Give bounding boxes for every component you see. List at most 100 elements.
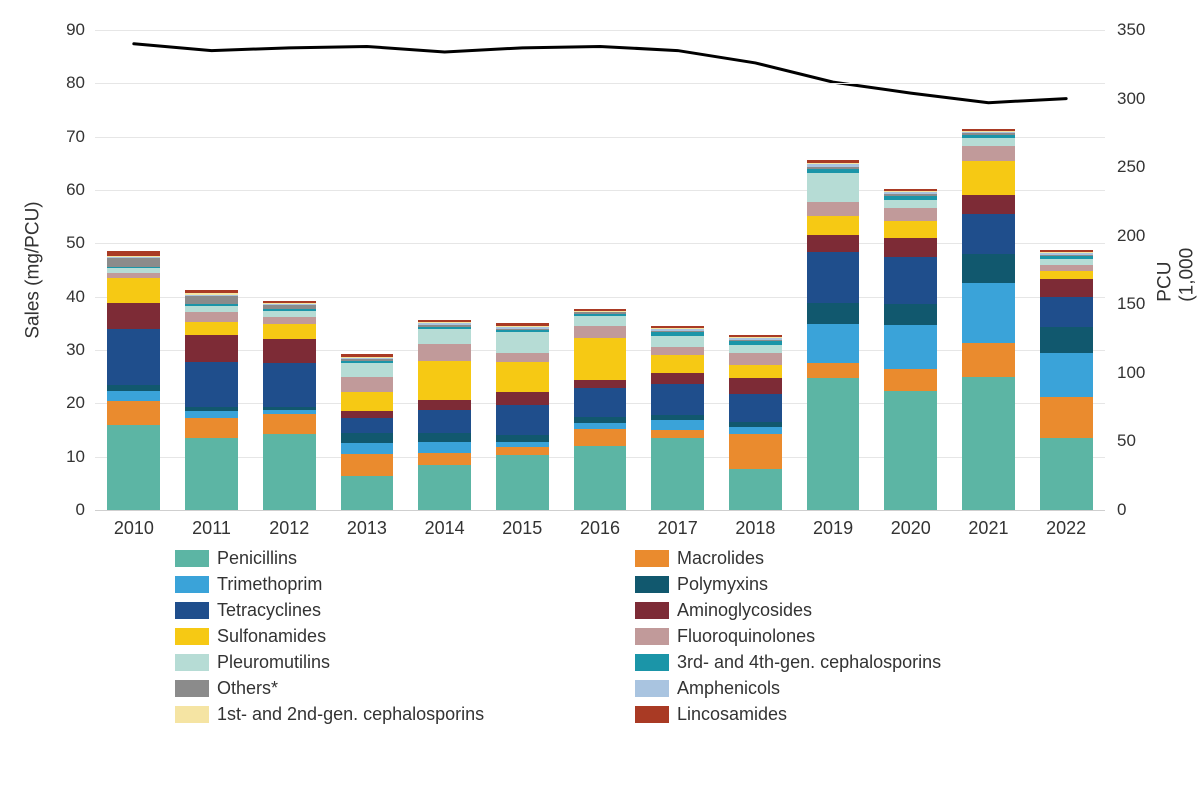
seg-lincosamides bbox=[962, 129, 1015, 131]
seg-tetracyclines bbox=[884, 257, 937, 304]
seg-sulfonamides bbox=[341, 392, 394, 411]
seg-macrolides bbox=[341, 454, 394, 476]
seg-fluoroquinolones bbox=[263, 317, 316, 324]
seg-aminoglycosides bbox=[107, 303, 160, 329]
legend-item-aminoglycosides: Aminoglycosides bbox=[635, 597, 1095, 623]
seg-others bbox=[496, 329, 549, 331]
legend-item-penicillins: Penicillins bbox=[175, 545, 635, 571]
y-left-axis-label: Sales (mg/PCU) bbox=[23, 201, 45, 338]
seg-cef34 bbox=[884, 196, 937, 200]
bar-2019 bbox=[807, 30, 860, 510]
legend-swatch bbox=[175, 576, 209, 593]
seg-penicillins bbox=[1040, 438, 1093, 510]
seg-pleuromutilins bbox=[884, 200, 937, 208]
seg-penicillins bbox=[807, 378, 860, 510]
seg-tetracyclines bbox=[418, 410, 471, 432]
seg-tetracyclines bbox=[341, 418, 394, 433]
x-category: 2021 bbox=[958, 518, 1018, 539]
seg-others bbox=[651, 331, 704, 333]
seg-penicillins bbox=[418, 465, 471, 510]
x-axis-line bbox=[95, 510, 1105, 511]
legend-swatch bbox=[175, 680, 209, 697]
legend-label: Penicillins bbox=[217, 548, 297, 569]
seg-penicillins bbox=[574, 446, 627, 510]
seg-aminoglycosides bbox=[185, 335, 238, 362]
seg-tetracyclines bbox=[1040, 297, 1093, 326]
seg-polymyxins bbox=[651, 415, 704, 420]
seg-pleuromutilins bbox=[263, 311, 316, 317]
seg-amphenicols bbox=[185, 295, 238, 297]
seg-macrolides bbox=[263, 414, 316, 434]
x-category: 2012 bbox=[259, 518, 319, 539]
seg-polymyxins bbox=[496, 435, 549, 441]
legend-label: Macrolides bbox=[677, 548, 764, 569]
seg-cef34 bbox=[107, 267, 160, 269]
legend-label: Fluoroquinolones bbox=[677, 626, 815, 647]
seg-macrolides bbox=[496, 447, 549, 455]
seg-polymyxins bbox=[729, 422, 782, 427]
seg-penicillins bbox=[729, 469, 782, 510]
seg-amphenicols bbox=[341, 358, 394, 359]
seg-macrolides bbox=[884, 369, 937, 391]
seg-cef12 bbox=[263, 303, 316, 304]
seg-trimethoprim bbox=[962, 283, 1015, 343]
seg-others bbox=[185, 296, 238, 303]
seg-cef12 bbox=[807, 163, 860, 164]
legend-item-tetracyclines: Tetracyclines bbox=[175, 597, 635, 623]
seg-polymyxins bbox=[574, 417, 627, 422]
bar-2010 bbox=[107, 30, 160, 510]
seg-polymyxins bbox=[341, 433, 394, 443]
seg-trimethoprim bbox=[263, 410, 316, 414]
seg-aminoglycosides bbox=[729, 378, 782, 394]
seg-macrolides bbox=[807, 363, 860, 377]
seg-cef34 bbox=[962, 135, 1015, 138]
seg-amphenicols bbox=[962, 131, 1015, 133]
seg-trimethoprim bbox=[574, 423, 627, 429]
seg-sulfonamides bbox=[651, 355, 704, 373]
seg-tetracyclines bbox=[807, 252, 860, 303]
y-left-tick: 90 bbox=[66, 20, 85, 40]
seg-aminoglycosides bbox=[496, 392, 549, 405]
seg-trimethoprim bbox=[496, 442, 549, 447]
seg-penicillins bbox=[185, 438, 238, 510]
seg-pleuromutilins bbox=[651, 336, 704, 347]
seg-aminoglycosides bbox=[418, 400, 471, 411]
seg-penicillins bbox=[496, 455, 549, 510]
seg-aminoglycosides bbox=[1040, 279, 1093, 298]
seg-aminoglycosides bbox=[807, 235, 860, 252]
seg-macrolides bbox=[651, 430, 704, 438]
y-right-tick: 150 bbox=[1117, 294, 1145, 314]
seg-fluoroquinolones bbox=[962, 146, 1015, 161]
seg-penicillins bbox=[962, 377, 1015, 510]
seg-pleuromutilins bbox=[574, 316, 627, 326]
seg-cef12 bbox=[729, 337, 782, 338]
seg-macrolides bbox=[418, 453, 471, 465]
seg-lincosamides bbox=[496, 323, 549, 326]
legend-label: Tetracyclines bbox=[217, 600, 321, 621]
seg-lincosamides bbox=[341, 354, 394, 357]
legend-label: Pleuromutilins bbox=[217, 652, 330, 673]
seg-trimethoprim bbox=[651, 420, 704, 430]
seg-amphenicols bbox=[496, 327, 549, 329]
bar-2017 bbox=[651, 30, 704, 510]
seg-cef34 bbox=[651, 332, 704, 336]
seg-tetracyclines bbox=[185, 362, 238, 407]
x-category: 2020 bbox=[881, 518, 941, 539]
seg-penicillins bbox=[263, 434, 316, 510]
seg-macrolides bbox=[107, 401, 160, 425]
seg-pleuromutilins bbox=[729, 345, 782, 353]
seg-amphenicols bbox=[1040, 253, 1093, 255]
legend-swatch bbox=[635, 576, 669, 593]
legend-item-pleuromutilins: Pleuromutilins bbox=[175, 649, 635, 675]
seg-sulfonamides bbox=[574, 338, 627, 380]
seg-cef12 bbox=[962, 131, 1015, 132]
seg-sulfonamides bbox=[729, 365, 782, 378]
seg-fluoroquinolones bbox=[1040, 265, 1093, 270]
seg-fluoroquinolones bbox=[496, 353, 549, 363]
seg-macrolides bbox=[574, 429, 627, 446]
seg-cef12 bbox=[341, 357, 394, 358]
seg-sulfonamides bbox=[962, 161, 1015, 196]
legend-swatch bbox=[175, 706, 209, 723]
y-right-tick: 100 bbox=[1117, 363, 1145, 383]
seg-lincosamides bbox=[107, 251, 160, 255]
